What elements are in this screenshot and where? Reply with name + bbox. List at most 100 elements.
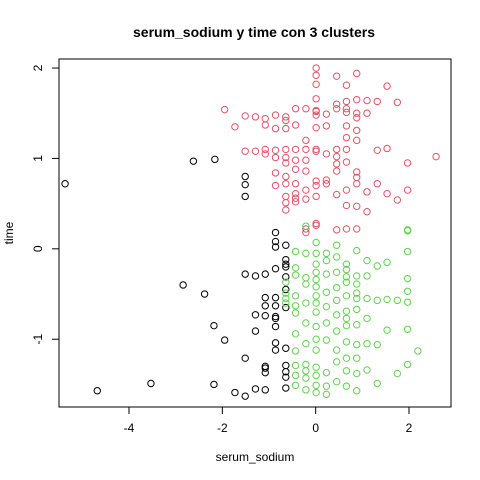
data-point bbox=[241, 192, 249, 201]
data-points bbox=[61, 64, 440, 400]
x-tick-label: 0 bbox=[312, 421, 319, 435]
data-point bbox=[210, 380, 218, 389]
data-point bbox=[393, 369, 402, 378]
data-point bbox=[322, 110, 331, 118]
data-point bbox=[342, 338, 351, 346]
data-point bbox=[312, 238, 320, 247]
data-point bbox=[332, 241, 341, 249]
data-point bbox=[261, 145, 269, 154]
x-tick-label: -4 bbox=[124, 421, 135, 435]
data-point bbox=[312, 308, 320, 316]
data-point bbox=[332, 346, 341, 354]
data-point bbox=[342, 97, 351, 106]
data-point bbox=[241, 354, 249, 362]
data-point bbox=[61, 180, 69, 188]
data-point bbox=[332, 167, 341, 175]
data-point bbox=[302, 280, 310, 288]
data-point bbox=[302, 299, 310, 307]
y-tick-label: 2 bbox=[31, 64, 45, 71]
data-point bbox=[322, 249, 331, 258]
data-point bbox=[291, 105, 300, 113]
data-point bbox=[363, 109, 371, 117]
data-point bbox=[271, 314, 280, 323]
data-point bbox=[332, 327, 341, 335]
data-point bbox=[383, 258, 391, 267]
data-point bbox=[291, 309, 300, 317]
data-point bbox=[353, 387, 361, 395]
data-point bbox=[291, 292, 300, 300]
data-point bbox=[271, 124, 280, 133]
data-point bbox=[353, 168, 361, 176]
data-point bbox=[312, 268, 320, 277]
data-point bbox=[342, 382, 351, 390]
data-point bbox=[271, 243, 280, 251]
data-point bbox=[251, 272, 260, 280]
data-point bbox=[312, 388, 320, 397]
data-point bbox=[353, 225, 361, 233]
data-point bbox=[271, 339, 280, 347]
data-point bbox=[342, 260, 351, 268]
y-tick-label: 0 bbox=[31, 245, 45, 252]
data-point bbox=[342, 108, 351, 117]
data-point bbox=[200, 290, 209, 298]
data-point bbox=[291, 271, 300, 279]
data-point bbox=[353, 289, 361, 297]
data-point bbox=[291, 189, 300, 198]
cluster-3 bbox=[282, 222, 422, 399]
data-point bbox=[261, 368, 269, 377]
data-point bbox=[383, 144, 391, 153]
data-point bbox=[231, 123, 239, 131]
data-point bbox=[210, 321, 218, 330]
data-point bbox=[302, 156, 310, 164]
data-point bbox=[363, 256, 371, 265]
y-tick-label: -1 bbox=[31, 334, 45, 345]
data-point bbox=[353, 340, 361, 349]
data-point bbox=[271, 346, 280, 354]
data-point bbox=[302, 225, 310, 233]
data-point bbox=[282, 361, 290, 370]
data-point bbox=[302, 145, 310, 154]
data-point bbox=[271, 293, 280, 302]
data-point bbox=[332, 358, 341, 366]
data-point bbox=[342, 186, 351, 194]
data-point bbox=[271, 237, 280, 246]
data-point bbox=[312, 292, 320, 300]
data-point bbox=[261, 121, 269, 129]
data-point bbox=[291, 180, 300, 188]
data-point bbox=[261, 293, 269, 302]
data-point bbox=[373, 146, 381, 154]
data-point bbox=[403, 247, 412, 256]
data-point bbox=[353, 369, 361, 378]
data-point bbox=[291, 247, 300, 256]
data-point bbox=[271, 153, 280, 162]
data-point bbox=[282, 303, 290, 312]
data-point bbox=[282, 159, 290, 167]
data-point bbox=[302, 386, 310, 394]
data-point bbox=[261, 270, 269, 278]
data-point bbox=[353, 126, 361, 135]
data-point bbox=[312, 106, 320, 115]
data-point bbox=[353, 280, 361, 288]
data-point bbox=[353, 202, 361, 211]
data-point bbox=[302, 195, 310, 203]
data-point bbox=[302, 249, 310, 258]
data-point bbox=[332, 100, 341, 108]
data-point bbox=[403, 287, 412, 296]
data-point bbox=[332, 283, 341, 292]
data-point bbox=[291, 165, 300, 173]
data-point bbox=[282, 260, 290, 268]
data-point bbox=[251, 385, 260, 393]
data-point bbox=[342, 273, 351, 281]
x-axis: -4 -2 0 2 bbox=[124, 407, 413, 435]
data-point bbox=[342, 158, 351, 166]
data-point bbox=[312, 71, 320, 79]
data-point bbox=[282, 206, 290, 214]
data-point bbox=[312, 283, 320, 291]
data-point bbox=[332, 226, 341, 234]
data-point bbox=[373, 379, 381, 388]
data-point bbox=[261, 312, 269, 320]
data-point bbox=[363, 366, 371, 374]
data-point bbox=[312, 249, 320, 258]
data-point bbox=[271, 146, 280, 154]
data-point bbox=[322, 122, 331, 130]
